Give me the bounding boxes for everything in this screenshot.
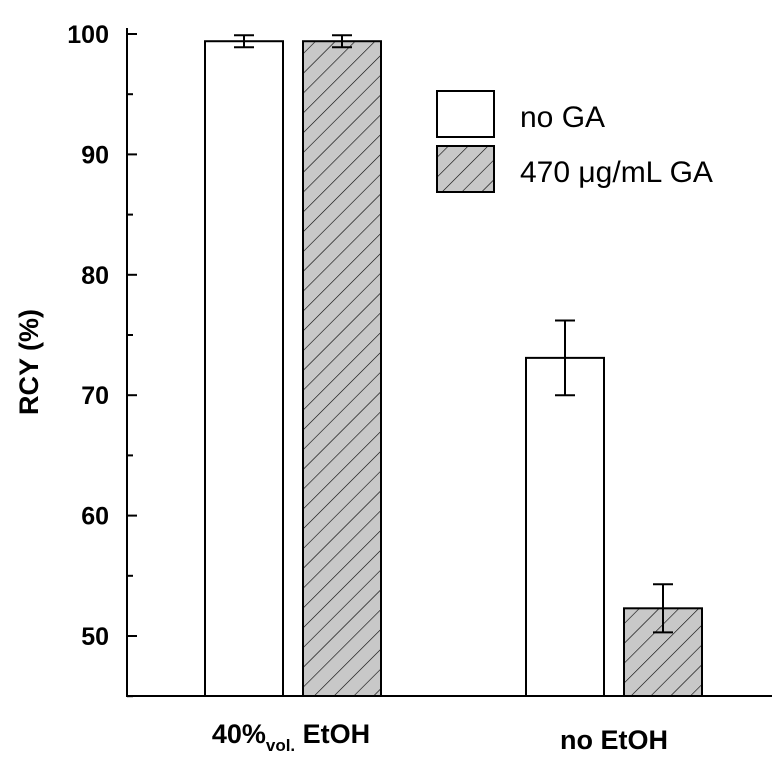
y-tick-label: 50: [81, 623, 109, 651]
legend: no GA 470 μg/mL GA: [436, 90, 713, 193]
bar: [623, 607, 703, 697]
y-tick-label: 80: [81, 262, 109, 290]
legend-swatch-no-ga: [436, 90, 495, 138]
y-tick-label: 90: [81, 141, 109, 169]
x-category-label: 40%vol. EtOH: [212, 719, 370, 755]
bar: [525, 356, 605, 697]
y-tick-label: 100: [67, 21, 109, 49]
y-tick-label: 60: [81, 503, 109, 531]
legend-swatch-ga: [436, 145, 495, 193]
legend-label: 470 μg/mL GA: [520, 156, 713, 189]
y-axis-title: RCY (%): [14, 309, 44, 415]
legend-label: no GA: [520, 101, 605, 134]
y-tick-label: 70: [81, 382, 109, 410]
bar: [302, 40, 382, 697]
bar: [204, 40, 284, 697]
x-category-label: no EtOH: [560, 725, 668, 755]
